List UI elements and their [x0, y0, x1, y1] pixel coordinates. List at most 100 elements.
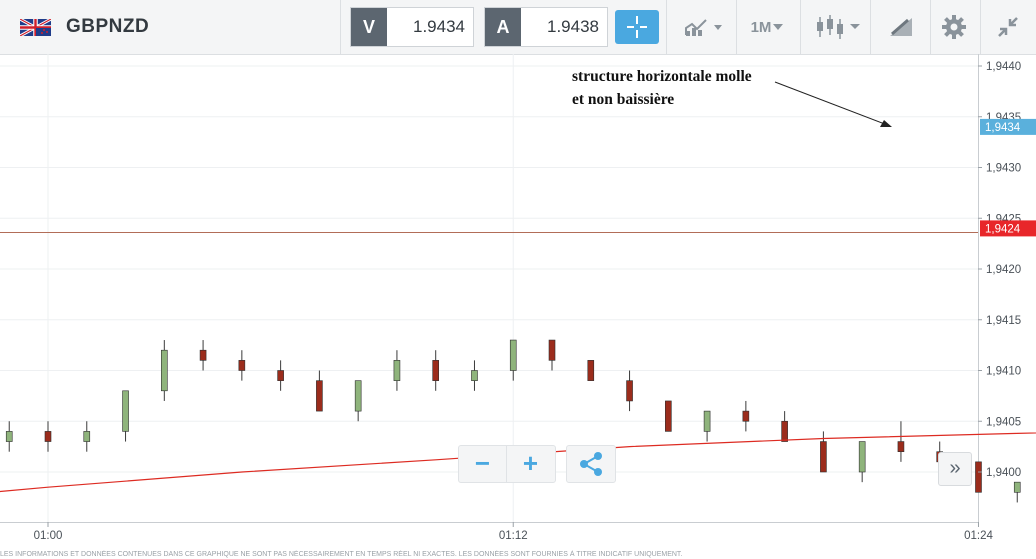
candle-body [742, 410, 750, 422]
candle-body [548, 339, 556, 361]
disclaimer-text: LES INFORMATIONS ET DONNÉES CONTENUES DA… [0, 551, 683, 558]
candle-body [1013, 481, 1021, 493]
candles [5, 339, 1021, 503]
price-tick-label: 1,9415 [986, 315, 1021, 327]
candle [393, 350, 401, 391]
time-tick-label: 01:00 [34, 530, 63, 542]
collapse-button[interactable] [986, 7, 1030, 47]
price-tick-label: 1,9430 [986, 163, 1021, 175]
candle-body [5, 431, 13, 442]
price-tick-label: 1,9420 [986, 264, 1021, 276]
candle-body [509, 339, 517, 371]
zoom-out-icon[interactable]: − [459, 446, 507, 482]
bid-price-tag: 1,9434 [980, 118, 1036, 135]
candle-body [277, 370, 284, 381]
candle-body [432, 360, 440, 381]
candle-body [393, 360, 401, 381]
chart-indicators-icon [685, 19, 722, 36]
toolbar-divider [340, 0, 341, 54]
sell-price-button[interactable]: V 1.9434 [350, 7, 474, 47]
candle [199, 340, 207, 371]
time-axis: 01:0001:1201:2401:3601:4802:0002:1202:24… [34, 522, 993, 542]
crosshair-button[interactable] [615, 10, 659, 44]
candle-body [626, 380, 633, 402]
toolbar: GBPNZD V 1.9434 A 1.9438 1M [0, 0, 1036, 55]
toolbar-divider [800, 0, 801, 54]
price-axis: 1,94001,94051,94101,94151,94201,94251,94… [978, 61, 1021, 479]
settings-button[interactable] [934, 7, 974, 47]
zoom-controls: − + [458, 445, 556, 483]
candle-body [703, 410, 711, 432]
buy-label: A [485, 8, 521, 46]
price-tick-label: 1,9410 [986, 366, 1021, 378]
candle [742, 400, 750, 432]
candle-body [122, 390, 129, 432]
gb-nz-flag-icon [20, 19, 51, 36]
candle-body [858, 441, 866, 473]
candle-body [316, 380, 323, 412]
buy-price-button[interactable]: A 1.9438 [484, 7, 608, 47]
candle [432, 350, 440, 391]
candle-body [44, 431, 52, 442]
candle [665, 400, 672, 432]
candle [548, 339, 556, 371]
candle-body [83, 431, 91, 442]
buy-price: 1.9438 [547, 17, 599, 36]
candle [122, 390, 129, 442]
candle-body [199, 349, 207, 361]
candle [975, 461, 982, 493]
moving-average-line [0, 432, 1036, 493]
annotation-line-2: et non baissière [572, 91, 674, 108]
ask-price-tag: 1,9424 [980, 220, 1036, 237]
candle [703, 410, 711, 442]
candle [858, 441, 866, 483]
chevron-down-icon [773, 24, 784, 30]
bid-price-tag-label: 1,9434 [985, 122, 1021, 134]
candle-body [587, 360, 595, 381]
candle [820, 431, 827, 473]
candle-body [781, 420, 788, 442]
candle-body [354, 380, 362, 412]
toolbar-divider [870, 0, 871, 54]
scroll-forward-icon[interactable]: » [938, 452, 972, 486]
candle [316, 370, 323, 412]
share-icon [580, 452, 602, 476]
instrument-symbol: GBPNZD [66, 16, 150, 37]
candle [277, 360, 284, 391]
candle [781, 411, 788, 442]
chart-type-button[interactable] [806, 7, 866, 47]
price-tick-label: 1,9400 [986, 467, 1021, 479]
toolbar-divider [930, 0, 931, 54]
candle [509, 339, 517, 381]
indicators-button[interactable] [672, 7, 732, 47]
candle-body [665, 400, 672, 432]
share-button[interactable] [566, 445, 616, 483]
price-chart[interactable]: structure horizontale molle et non baiss… [0, 54, 1036, 550]
price-tick-label: 1,9440 [986, 61, 1021, 73]
candle [83, 421, 91, 452]
annotation-arrow [774, 81, 892, 127]
price-tick-label: 1,9405 [986, 416, 1021, 428]
candle [161, 340, 168, 401]
drawing-tools-icon [890, 18, 912, 36]
sell-price: 1.9434 [413, 17, 465, 36]
candle [44, 421, 52, 452]
candle-body [897, 441, 905, 452]
candle [5, 421, 13, 452]
zoom-in-icon[interactable]: + [522, 448, 539, 478]
sell-label: V [351, 8, 387, 46]
candle-body [238, 360, 246, 371]
candle [238, 350, 246, 381]
candle [354, 380, 362, 422]
toolbar-divider [666, 0, 667, 54]
drawing-tools-button[interactable] [876, 7, 926, 47]
candle [897, 421, 905, 462]
time-tick-label: 01:24 [964, 530, 993, 542]
time-tick-label: 01:12 [499, 530, 528, 542]
toolbar-divider [736, 0, 737, 54]
candle-body [975, 461, 982, 493]
candle [1013, 481, 1021, 503]
timeframe-button[interactable]: 1M [742, 7, 794, 47]
collapse-icon [998, 17, 1018, 37]
candle-body [471, 370, 478, 381]
